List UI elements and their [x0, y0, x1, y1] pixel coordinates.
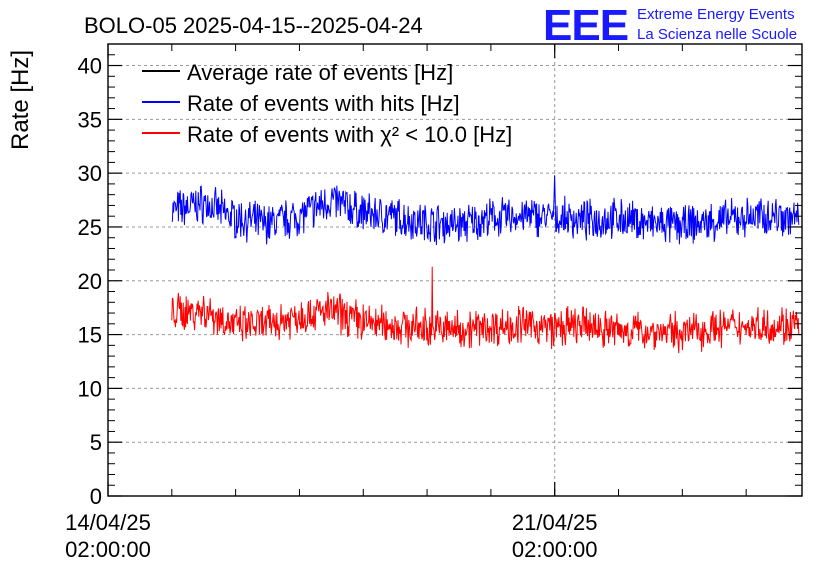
legend-label-average: Average rate of events [Hz] [187, 60, 453, 85]
legend-label-hits: Rate of events with hits [Hz] [187, 91, 460, 116]
logo-line2: La Scienza nelle Scuole [637, 26, 797, 43]
series-lines [171, 175, 800, 354]
y-tick-label: 20 [78, 269, 102, 294]
x-tick-label-date: 14/04/25 [65, 510, 151, 535]
y-axis-label: Rate [Hz] [7, 50, 34, 150]
x-tick-label-time: 02:00:00 [512, 537, 598, 562]
y-tick-label: 40 [78, 54, 102, 79]
axes: 051015202530354014/04/2502:00:0021/04/25… [65, 43, 802, 562]
series-line-1 [171, 175, 800, 246]
legend-label-chi2: Rate of events with χ² < 10.0 [Hz] [187, 122, 512, 147]
y-tick-label: 10 [78, 376, 102, 401]
eee-logo: EEE Extreme Energy Events La Scienza nel… [543, 1, 797, 50]
chart-title: BOLO-05 2025-04-15--2025-04-24 [84, 13, 423, 38]
series-line-2 [171, 266, 800, 354]
y-tick-label: 25 [78, 215, 102, 240]
x-tick-label-time: 02:00:00 [65, 537, 151, 562]
y-tick-label: 5 [90, 430, 102, 455]
legend: Average rate of events [Hz] Rate of even… [142, 60, 512, 147]
x-tick-label-date: 21/04/25 [512, 510, 598, 535]
grid-lines [108, 44, 802, 496]
y-tick-label: 15 [78, 323, 102, 348]
y-tick-label: 0 [90, 484, 102, 509]
logo-line1: Extreme Energy Events [637, 6, 795, 23]
y-tick-label: 30 [78, 161, 102, 186]
logo-mark: EEE [543, 1, 628, 50]
y-tick-label: 35 [78, 107, 102, 132]
